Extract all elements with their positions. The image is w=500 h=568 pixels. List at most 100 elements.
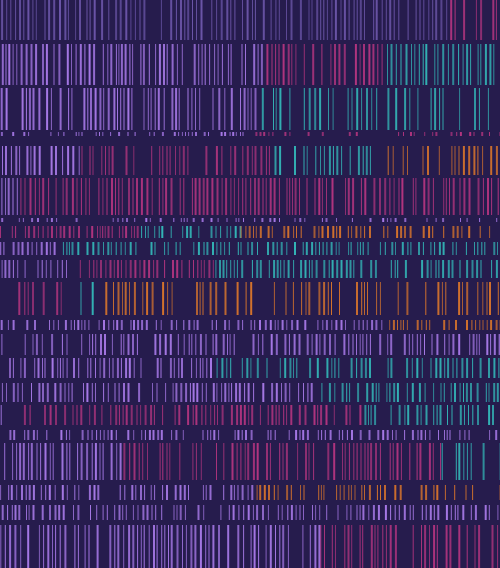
stripe [426, 218, 428, 222]
stripe [396, 226, 399, 238]
stripe [40, 485, 42, 500]
stripe [362, 334, 364, 355]
stripe [125, 405, 128, 425]
stripe [384, 505, 387, 520]
stripe [118, 383, 120, 402]
stripe [463, 383, 464, 402]
stripe [394, 218, 397, 222]
stripe [199, 334, 202, 355]
stripe [182, 525, 183, 568]
stripe [471, 320, 473, 330]
stripe [49, 405, 52, 425]
stripe [397, 260, 399, 278]
stripe [129, 443, 131, 480]
stripe [464, 430, 466, 440]
stripe [34, 320, 36, 330]
stripe [141, 430, 143, 440]
stripe [64, 320, 67, 330]
stripe [349, 146, 351, 175]
stripe [440, 443, 441, 480]
stripe [209, 44, 211, 85]
stripe [393, 383, 396, 402]
stripe [179, 178, 181, 215]
stripe [321, 132, 324, 136]
stripe [228, 383, 230, 402]
stripe [49, 242, 51, 255]
stripe [18, 505, 21, 520]
stripe [198, 44, 200, 85]
stripe [343, 44, 346, 85]
stripe [150, 88, 152, 130]
stripe [111, 146, 114, 175]
stripe [68, 226, 71, 238]
stripe [13, 430, 16, 440]
stripe [364, 282, 365, 315]
stripe [279, 358, 281, 378]
stripe [192, 0, 193, 40]
stripe [178, 358, 180, 378]
stripe [408, 334, 410, 355]
stripe [452, 226, 455, 238]
stripe [470, 505, 472, 520]
stripe [247, 443, 250, 480]
stripe [477, 405, 479, 425]
stripe [271, 44, 273, 85]
stripe [158, 226, 160, 238]
stripe [412, 178, 414, 215]
stripe [217, 44, 219, 85]
stripe [91, 282, 94, 315]
stripe [390, 260, 392, 278]
stripe [451, 260, 454, 278]
stripe [387, 88, 390, 130]
stripe [321, 226, 324, 238]
stripe [400, 443, 402, 480]
stripe [157, 430, 160, 440]
stripe [79, 0, 81, 40]
stripe [350, 242, 352, 255]
stripe [130, 0, 132, 40]
stripe [351, 226, 353, 238]
stripe [25, 88, 27, 130]
stripe [370, 525, 373, 568]
stripe [123, 525, 125, 568]
stripe [264, 320, 267, 330]
stripe [26, 320, 29, 330]
stripe [94, 443, 97, 480]
stripe [375, 383, 377, 402]
stripe [50, 88, 52, 130]
stripe [328, 260, 330, 278]
stripe [403, 132, 404, 136]
stripe [320, 405, 323, 425]
stripe [97, 242, 100, 255]
stripe [465, 383, 468, 402]
stripe [53, 0, 56, 40]
stripe [370, 405, 372, 425]
stripe [290, 405, 293, 425]
stripe [303, 485, 305, 500]
stripe [15, 226, 17, 238]
stripe [377, 430, 380, 440]
stripe [269, 443, 271, 480]
stripe [169, 443, 171, 480]
stripe [102, 132, 104, 136]
stripe [23, 132, 26, 136]
stripe [341, 146, 343, 175]
stripe [188, 132, 190, 136]
stripe [425, 320, 427, 330]
stripe [98, 320, 100, 330]
stripe [497, 178, 499, 215]
stripe [392, 320, 395, 330]
stripe [18, 218, 20, 222]
stripe [63, 226, 66, 238]
stripe [359, 242, 361, 255]
stripe [209, 282, 212, 315]
stripe [212, 88, 214, 130]
stripe [45, 242, 48, 255]
stripe [124, 485, 126, 500]
stripe [202, 178, 205, 215]
stripe [376, 88, 378, 130]
stripe [126, 218, 128, 222]
stripe [90, 88, 92, 130]
stripe [314, 88, 317, 130]
